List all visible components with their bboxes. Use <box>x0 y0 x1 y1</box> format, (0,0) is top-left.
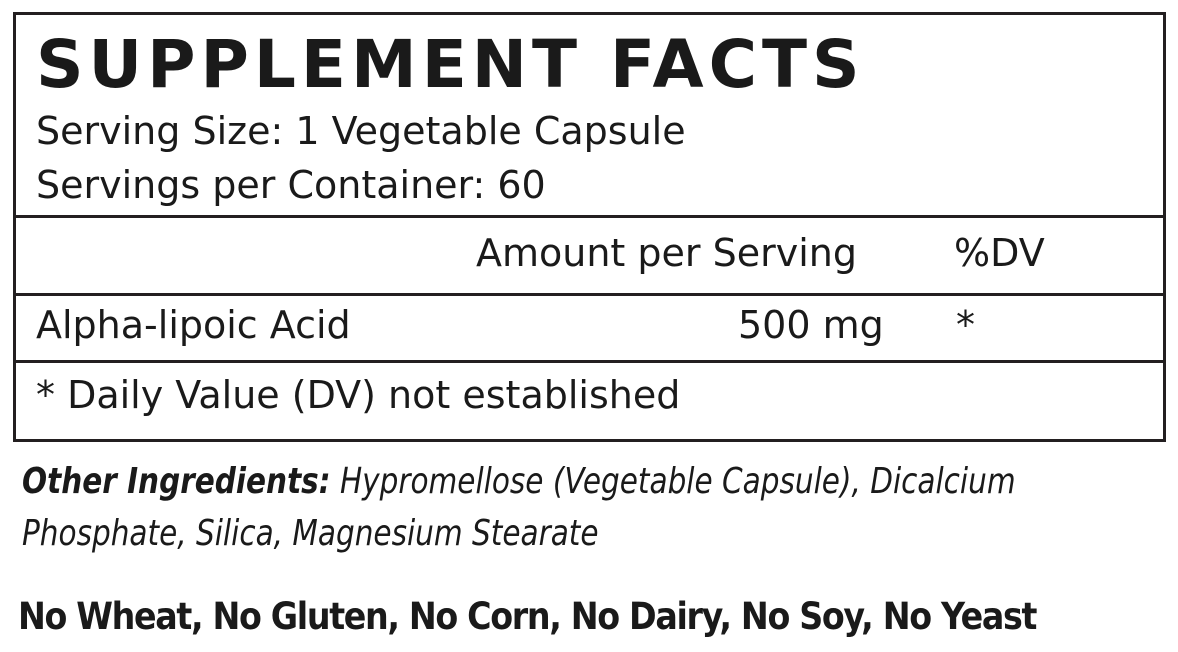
servings-per-container: Servings per Container: 60 <box>36 163 546 207</box>
other-ingredients-label: Other Ingredients: <box>22 461 331 502</box>
dv-header: %DV <box>954 231 1045 275</box>
amount-header: Amount per Serving <box>476 231 857 275</box>
supplement-facts-panel: SUPPLEMENT FACTS Serving Size: 1 Vegetab… <box>13 12 1166 442</box>
ingredient-name: Alpha-lipoic Acid <box>36 303 351 347</box>
ingredient-dv: * <box>956 303 975 347</box>
divider <box>16 360 1163 363</box>
panel-title: SUPPLEMENT FACTS <box>36 26 865 103</box>
ingredient-amount: 500 mg <box>738 303 884 347</box>
serving-size: Serving Size: 1 Vegetable Capsule <box>36 109 686 153</box>
divider <box>16 293 1163 296</box>
other-ingredients-text: Hypromellose (Vegetable Capsule), Dicalc… <box>22 461 1016 554</box>
footnote: * Daily Value (DV) not established <box>36 373 681 417</box>
allergen-statement: No Wheat, No Gluten, No Corn, No Dairy, … <box>18 595 1037 638</box>
other-ingredients: Other Ingredients: Hypromellose (Vegetab… <box>22 456 1022 560</box>
divider <box>16 215 1163 218</box>
